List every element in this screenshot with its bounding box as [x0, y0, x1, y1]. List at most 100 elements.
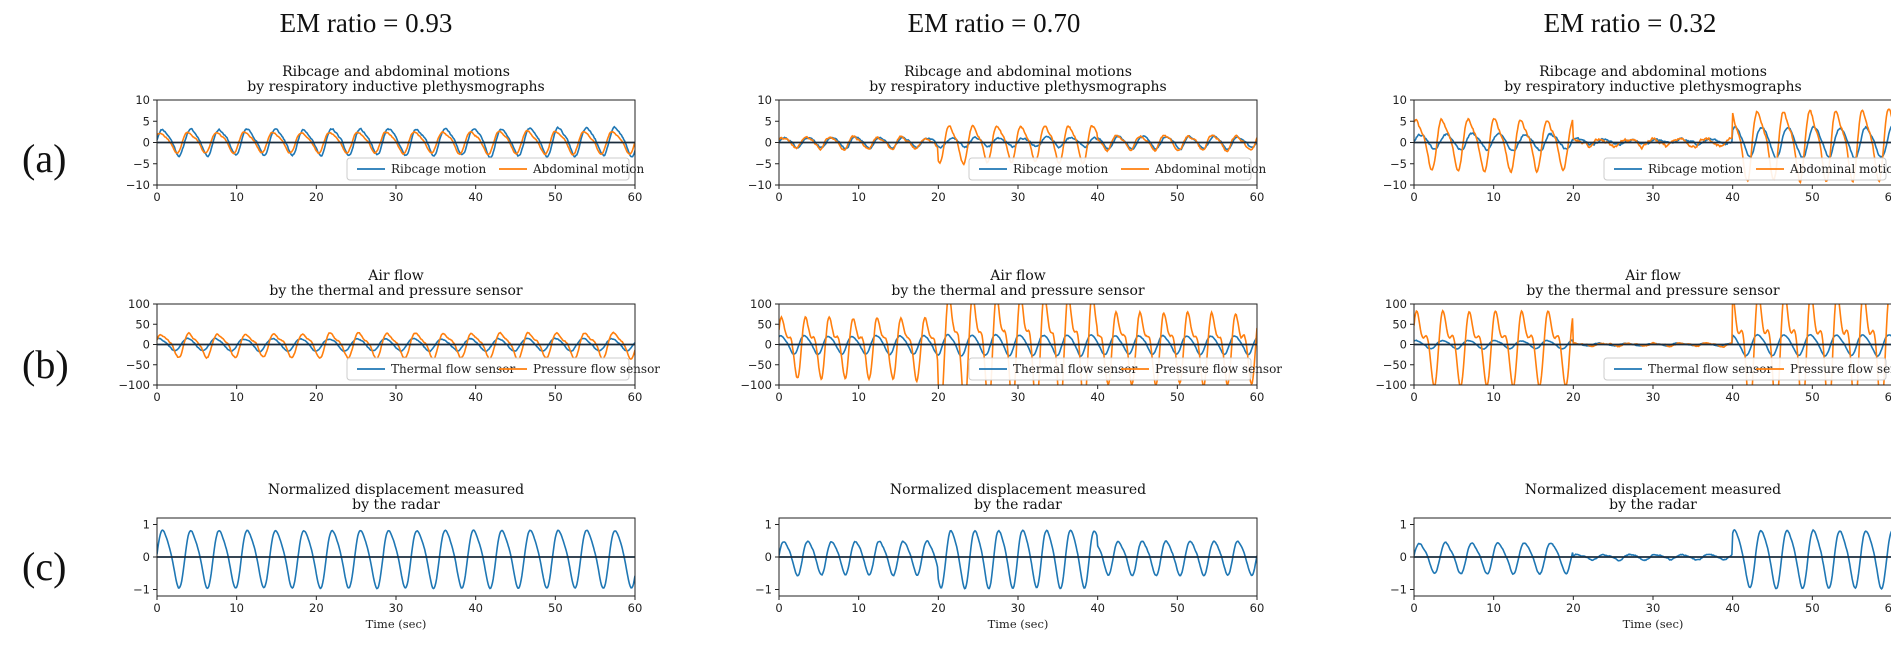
panel-title-line: Normalized displacement measured — [890, 482, 1146, 498]
panel-title-line: by the radar — [1609, 497, 1697, 513]
legend: Thermal flow sensor Pressure flow sensor — [968, 357, 1282, 381]
legend-label: Thermal flow sensor — [1648, 362, 1772, 376]
y-tick-label: 0 — [1400, 550, 1407, 564]
x-tick-label: 60 — [1250, 190, 1265, 204]
legend-label: Ribcage motion — [1013, 162, 1109, 176]
series-line — [1414, 333, 1891, 358]
legend-label: Abdominal motion — [1154, 162, 1266, 176]
x-tick-label: 30 — [1011, 601, 1026, 615]
plot-area — [1414, 108, 1891, 185]
x-tick-label: 60 — [628, 601, 643, 615]
panel-title-line: Ribcage and abdominal motions — [904, 64, 1132, 80]
x-tick-label: 30 — [389, 390, 404, 404]
panel-title-line: by respiratory inductive plethysmographs — [869, 79, 1166, 95]
panel-title-line: Air flow — [989, 268, 1045, 284]
x-axis-label: Time (sec) — [1623, 617, 1684, 631]
series-line — [1414, 125, 1891, 160]
x-tick-label: 40 — [1725, 190, 1740, 204]
series-line — [779, 529, 1257, 590]
legend-box — [968, 157, 1252, 181]
x-tick-label: 20 — [1566, 390, 1581, 404]
legend-box — [968, 357, 1252, 381]
x-tick-label: 10 — [851, 601, 866, 615]
panel-title-line: Ribcage and abdominal motions — [1539, 64, 1767, 80]
x-tick-label: 20 — [1566, 190, 1581, 204]
legend-box — [346, 157, 630, 181]
panel-title-line: by respiratory inductive plethysmographs — [1504, 79, 1801, 95]
y-tick-label: −50 — [748, 358, 772, 372]
y-tick-label: 0 — [143, 550, 150, 564]
panel-title-line: by the thermal and pressure sensor — [1526, 283, 1779, 299]
legend-box — [1603, 357, 1887, 381]
y-tick-label: 1 — [1400, 518, 1407, 532]
x-tick-label: 0 — [153, 601, 160, 615]
plot-area — [157, 529, 635, 590]
x-tick-label: 10 — [851, 190, 866, 204]
y-tick-label: −100 — [118, 378, 150, 392]
series-line — [157, 337, 635, 353]
column-title-3: EM ratio = 0.32 — [1544, 8, 1717, 38]
y-tick-label: 100 — [750, 297, 772, 311]
panel-title-line: Air flow — [367, 268, 423, 284]
x-tick-label: 0 — [153, 190, 160, 204]
x-tick-label: 40 — [1725, 601, 1740, 615]
x-tick-label: 60 — [1885, 190, 1891, 204]
y-tick-label: 1 — [765, 518, 772, 532]
y-tick-label: −50 — [1383, 358, 1407, 372]
y-tick-label: 5 — [143, 114, 150, 128]
y-tick-label: −50 — [126, 358, 150, 372]
legend: Thermal flow sensor Pressure flow sensor — [1603, 357, 1891, 381]
x-axis-label: Time (sec) — [366, 617, 427, 631]
x-tick-label: 50 — [1805, 390, 1820, 404]
x-tick-label: 60 — [628, 190, 643, 204]
series-line — [1414, 304, 1889, 385]
column-title-1: EM ratio = 0.93 — [280, 8, 453, 38]
y-tick-label: 10 — [1392, 93, 1407, 107]
x-tick-label: 40 — [1090, 601, 1105, 615]
y-tick-label: 50 — [1392, 317, 1407, 331]
series-line — [779, 124, 1257, 166]
x-tick-label: 40 — [1090, 390, 1105, 404]
y-tick-label: 50 — [135, 317, 150, 331]
x-tick-label: 20 — [309, 390, 324, 404]
x-tick-label: 20 — [1566, 601, 1581, 615]
panel-title-line: by the radar — [974, 497, 1062, 513]
panel-title-line: by the radar — [352, 497, 440, 513]
legend: Ribcage motion Abdominal motion — [1603, 157, 1891, 181]
legend: Thermal flow sensor Pressure flow sensor — [346, 357, 660, 381]
x-tick-label: 30 — [1646, 601, 1661, 615]
y-tick-label: 0 — [765, 550, 772, 564]
x-tick-label: 0 — [1410, 190, 1417, 204]
x-tick-label: 60 — [1885, 390, 1891, 404]
plot-area — [1414, 528, 1891, 590]
x-tick-label: 50 — [1805, 601, 1820, 615]
y-tick-label: 0 — [143, 338, 150, 352]
x-tick-label: 30 — [389, 601, 404, 615]
x-tick-label: 60 — [1250, 601, 1265, 615]
x-tick-label: 0 — [153, 390, 160, 404]
plot-area — [157, 331, 635, 361]
y-tick-label: 100 — [1385, 297, 1407, 311]
x-tick-label: 40 — [1725, 390, 1740, 404]
x-tick-label: 0 — [775, 601, 782, 615]
x-tick-label: 30 — [1011, 390, 1026, 404]
x-tick-label: 60 — [1250, 390, 1265, 404]
y-tick-label: 0 — [765, 338, 772, 352]
y-tick-label: −10 — [126, 178, 150, 192]
y-tick-label: −5 — [755, 157, 772, 171]
x-tick-label: 40 — [468, 601, 483, 615]
row-label-b: (b) — [22, 342, 69, 387]
x-tick-label: 40 — [1090, 190, 1105, 204]
y-tick-label: −5 — [1390, 157, 1407, 171]
x-tick-label: 20 — [931, 601, 946, 615]
x-tick-label: 50 — [548, 390, 563, 404]
panel-title-line: Ribcage and abdominal motions — [282, 64, 510, 80]
